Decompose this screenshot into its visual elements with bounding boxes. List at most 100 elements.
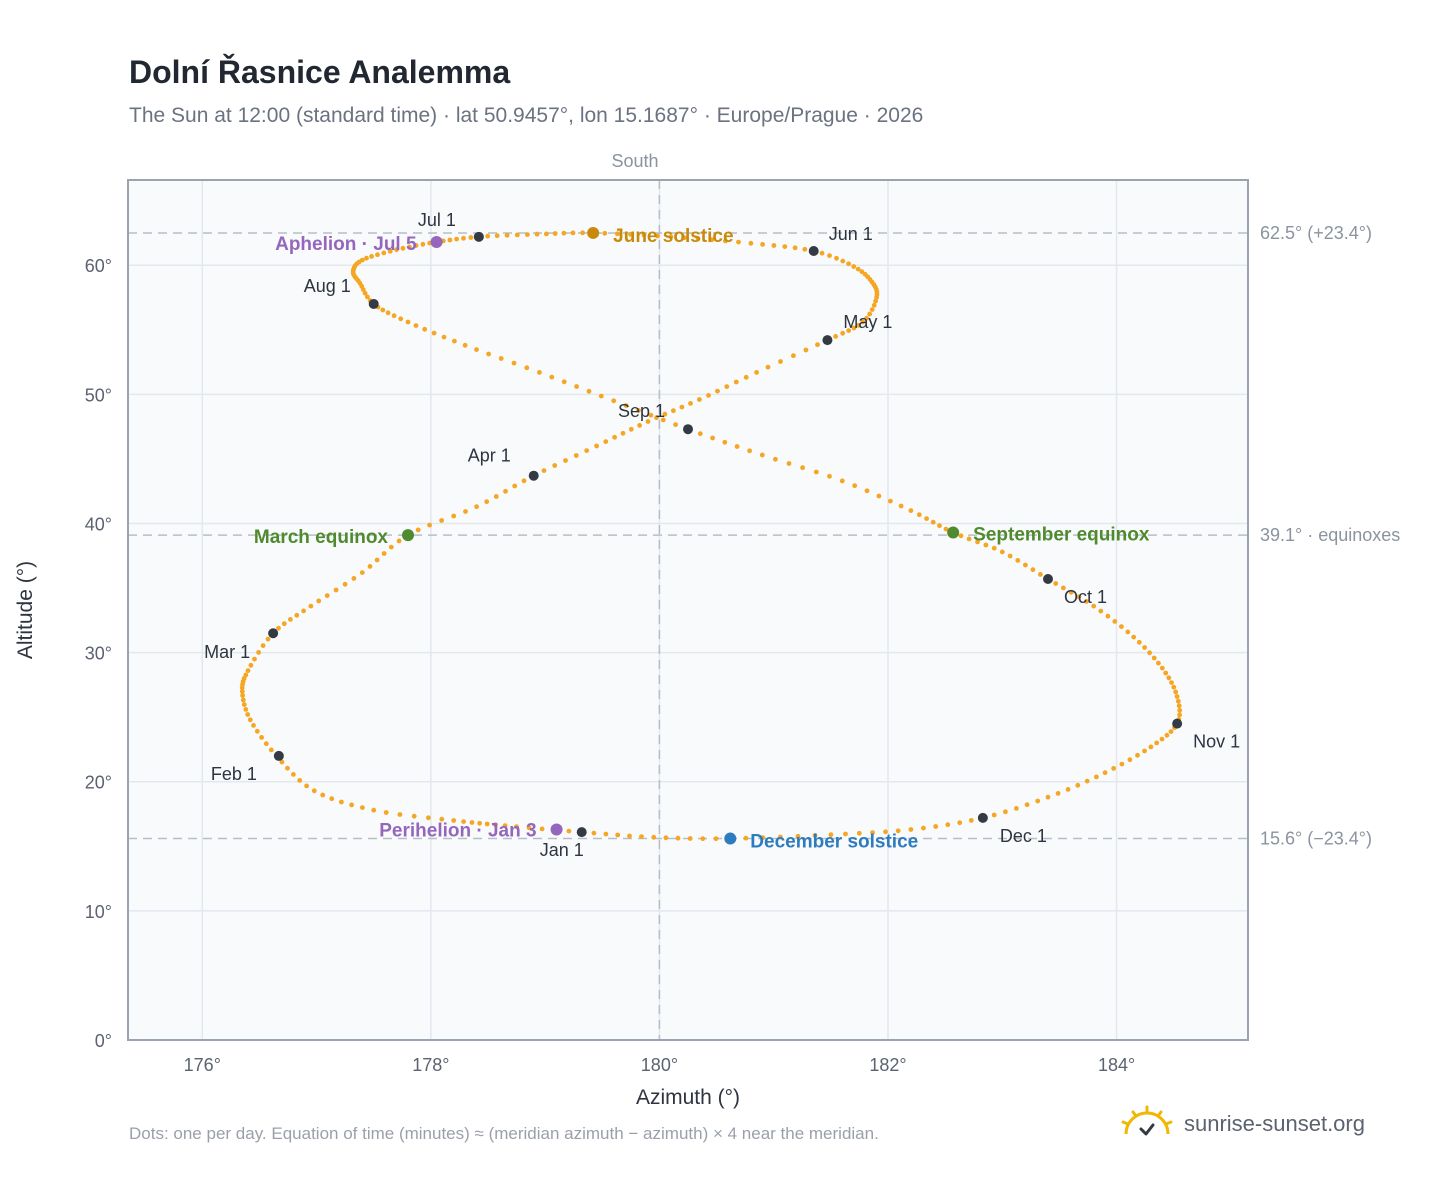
daily-dot: [251, 723, 256, 728]
month-marker: [528, 470, 539, 481]
daily-dot: [252, 656, 257, 662]
y-tick-label: 20°: [85, 773, 112, 793]
month-marker: [268, 628, 279, 639]
month-label: Feb 1: [211, 764, 257, 784]
event-label: Aphelion · Jul 5: [275, 234, 417, 255]
daily-dot: [598, 393, 604, 399]
daily-dot: [957, 820, 963, 826]
daily-dot: [1119, 761, 1125, 767]
daily-dot: [736, 239, 741, 245]
daily-dot: [873, 298, 878, 304]
daily-dot: [301, 608, 306, 614]
daily-dot: [1015, 558, 1021, 563]
daily-dot: [411, 813, 417, 819]
daily-dot: [888, 498, 893, 504]
daily-dot: [991, 812, 997, 818]
daily-dot: [477, 820, 482, 826]
daily-dot: [958, 533, 964, 539]
daily-dot: [908, 827, 914, 832]
month-label: Jul 1: [418, 210, 456, 230]
daily-dot: [867, 311, 873, 317]
daily-dot: [1053, 581, 1059, 586]
daily-dot: [921, 825, 926, 831]
daily-dot: [294, 612, 300, 618]
daily-dot: [422, 326, 428, 332]
daily-dot: [385, 310, 391, 316]
daily-dot: [243, 707, 249, 712]
daily-dot: [895, 828, 901, 834]
daily-dot: [1023, 562, 1028, 568]
daily-dot: [474, 504, 479, 510]
month-marker: [683, 424, 693, 435]
daily-dot: [839, 478, 845, 484]
daily-dot: [856, 830, 862, 836]
daily-dot: [943, 526, 949, 532]
daily-dot: [1102, 770, 1108, 776]
daily-dot: [778, 359, 783, 364]
daily-dot: [852, 483, 858, 489]
chart-subtitle: The Sun at 12:00 (standard time) · lat 5…: [129, 104, 924, 127]
daily-dot: [259, 735, 264, 740]
daily-dot: [1098, 608, 1104, 614]
daily-dot: [688, 401, 693, 406]
brand-link[interactable]: sunrise-sunset.org: [1184, 1111, 1365, 1136]
daily-dot: [451, 513, 457, 519]
daily-dot: [365, 294, 370, 300]
daily-dot: [803, 347, 809, 353]
daily-dot: [329, 796, 335, 802]
month-marker: [576, 827, 587, 838]
month-label: Nov 1: [1193, 732, 1240, 752]
daily-dot: [933, 824, 939, 829]
daily-dot: [1168, 729, 1174, 734]
event-label: March equinox: [254, 527, 389, 548]
daily-dot: [324, 593, 330, 598]
x-axis-title: Azimuth (°): [636, 1086, 740, 1109]
meridian-label: South: [611, 151, 658, 171]
daily-dot: [1142, 748, 1147, 754]
daily-dot: [441, 334, 447, 340]
daily-dot: [983, 542, 989, 548]
daily-dot: [724, 384, 730, 389]
month-marker: [368, 298, 379, 309]
daily-dot: [415, 527, 421, 533]
daily-dot: [339, 799, 344, 805]
daily-dot: [276, 625, 281, 631]
daily-dot: [563, 458, 568, 463]
daily-dot: [454, 236, 459, 242]
daily-dot: [474, 347, 479, 352]
daily-dot: [916, 512, 922, 518]
daily-dot: [1174, 694, 1180, 699]
daily-dot: [862, 271, 868, 277]
daily-dot: [268, 747, 274, 753]
daily-dot: [405, 319, 411, 325]
daily-dot: [375, 252, 380, 258]
daily-dot: [615, 832, 621, 838]
daily-dot: [374, 557, 380, 563]
daily-dot: [494, 233, 500, 239]
daily-dot: [778, 834, 783, 840]
daily-dot: [388, 544, 394, 550]
y-tick-label: 0°: [95, 1031, 112, 1051]
daily-dot: [663, 835, 669, 841]
daily-dot: [859, 269, 865, 275]
daily-dot: [999, 549, 1005, 555]
daily-dot: [245, 668, 251, 674]
daily-dot: [1065, 787, 1071, 792]
brand[interactable]: sunrise-sunset.org: [1120, 1102, 1365, 1146]
daily-dot: [493, 494, 499, 499]
daily-dot: [876, 493, 882, 499]
daily-dot: [397, 812, 403, 817]
x-tick-label: 182°: [869, 1055, 906, 1075]
daily-dot: [833, 334, 838, 339]
daily-dot: [851, 264, 857, 269]
daily-dot: [747, 448, 752, 454]
daily-dot: [975, 539, 980, 545]
daily-dot: [1175, 698, 1181, 704]
reference-lines: 62.5° (+23.4°) 39.1° · equinoxes 15.6° (−2…: [128, 180, 1400, 1040]
daily-dot: [687, 836, 693, 841]
month-markers: Jan 1 Feb 1 Mar 1 Apr 1 May 1 Jun 1 Jul 1 Aug 1…: [204, 210, 1240, 860]
month-label: Apr 1: [468, 446, 511, 466]
daily-dot: [1061, 585, 1066, 591]
daily-dot: [819, 250, 825, 256]
daily-dot: [1166, 675, 1172, 681]
